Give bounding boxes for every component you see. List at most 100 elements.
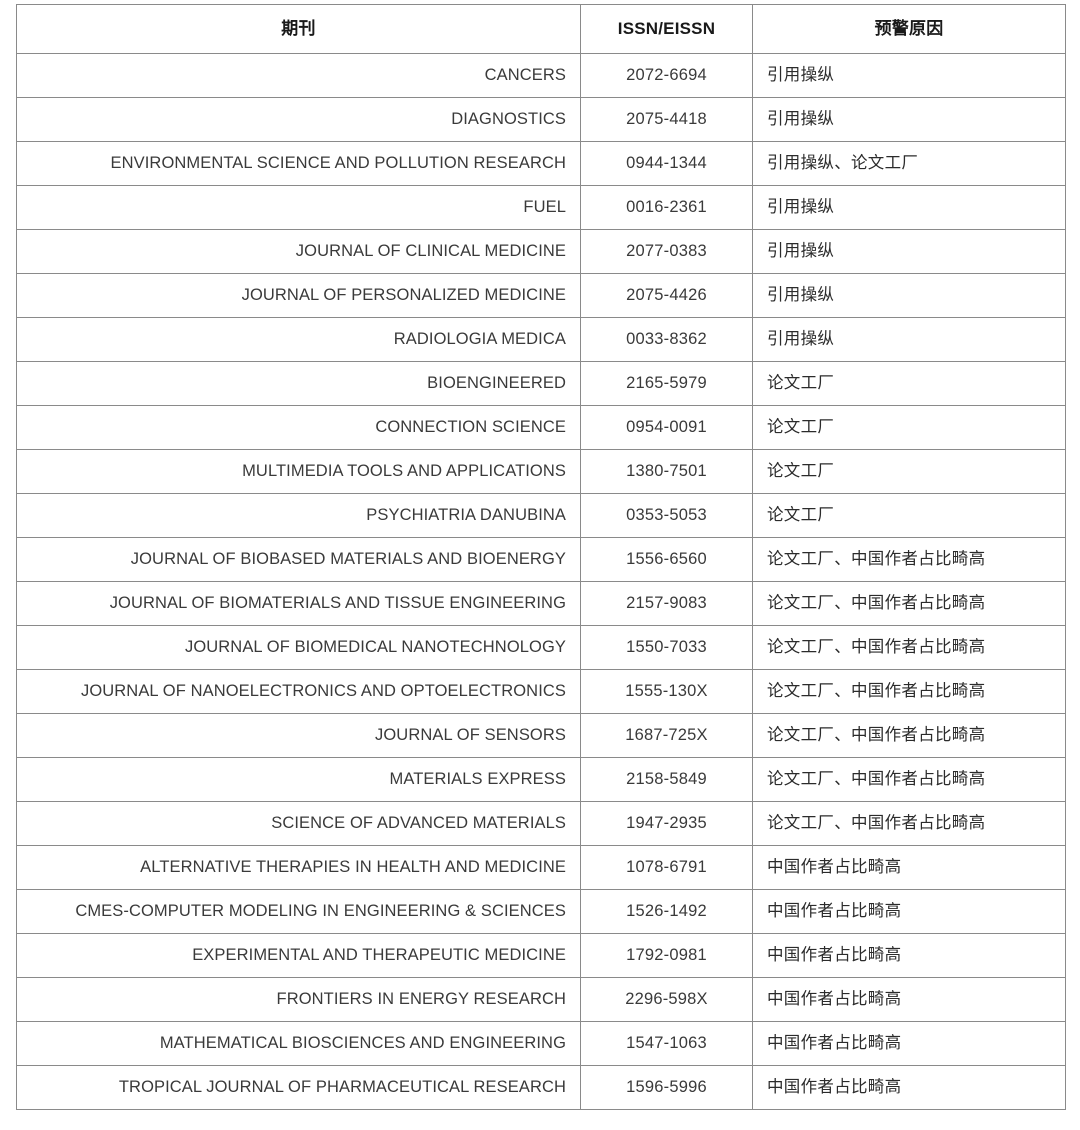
journal-name-cell: MATHEMATICAL BIOSCIENCES AND ENGINEERING [16, 1021, 581, 1066]
table-row: ALTERNATIVE THERAPIES IN HEALTH AND MEDI… [16, 845, 1066, 890]
table-row: JOURNAL OF BIOMEDICAL NANOTECHNOLOGY 1550… [16, 625, 1066, 670]
table-row: MATERIALS EXPRESS 2158-5849 论文工厂、中国作者占比畸高 [16, 757, 1066, 802]
warning-reason-cell: 引用操纵 [752, 229, 1066, 274]
journal-name-cell: ALTERNATIVE THERAPIES IN HEALTH AND MEDI… [16, 845, 581, 890]
warning-reason-cell: 中国作者占比畸高 [752, 1065, 1066, 1110]
warning-reason-cell: 论文工厂、中国作者占比畸高 [752, 625, 1066, 670]
issn-cell: 1526-1492 [580, 889, 753, 934]
table-body: CANCERS 2072-6694 引用操纵 DIAGNOSTICS 2075-4418… [16, 53, 1066, 1110]
journal-name-cell: CANCERS [16, 53, 581, 98]
issn-cell: 1687-725X [580, 713, 753, 758]
warning-reason-cell: 引用操纵 [752, 53, 1066, 98]
warning-reason-cell: 论文工厂、中国作者占比畸高 [752, 581, 1066, 626]
journal-name-cell: EXPERIMENTAL AND THERAPEUTIC MEDICINE [16, 933, 581, 978]
issn-cell: 2075-4418 [580, 97, 753, 142]
warning-reason-cell: 论文工厂 [752, 493, 1066, 538]
issn-cell: 0353-5053 [580, 493, 753, 538]
table-row: SCIENCE OF ADVANCED MATERIALS 1947-2935 论文… [16, 801, 1066, 846]
issn-cell: 1556-6560 [580, 537, 753, 582]
table-row: JOURNAL OF BIOBASED MATERIALS AND BIOENE… [16, 537, 1066, 582]
journal-name-cell: FUEL [16, 185, 581, 230]
journal-name-cell: RADIOLOGIA MEDICA [16, 317, 581, 362]
journal-name-cell: FRONTIERS IN ENERGY RESEARCH [16, 977, 581, 1022]
warning-reason-cell: 论文工厂、中国作者占比畸高 [752, 801, 1066, 846]
column-header-issn: ISSN/EISSN [580, 4, 753, 54]
issn-cell: 2165-5979 [580, 361, 753, 406]
warning-reason-cell: 中国作者占比畸高 [752, 845, 1066, 890]
issn-cell: 0033-8362 [580, 317, 753, 362]
warning-reason-cell: 论文工厂、中国作者占比畸高 [752, 713, 1066, 758]
journal-name-cell: MULTIMEDIA TOOLS AND APPLICATIONS [16, 449, 581, 494]
warning-reason-cell: 引用操纵 [752, 273, 1066, 318]
warning-reason-cell: 论文工厂、中国作者占比畸高 [752, 669, 1066, 714]
warning-reason-cell: 中国作者占比畸高 [752, 889, 1066, 934]
journal-warning-table: 期刊 ISSN/EISSN 预警原因 CANCERS 2072-6694 引用操纵 D… [16, 4, 1066, 1110]
warning-reason-cell: 中国作者占比畸高 [752, 933, 1066, 978]
issn-cell: 2075-4426 [580, 273, 753, 318]
table-row: JOURNAL OF SENSORS 1687-725X 论文工厂、中国作者占比畸高 [16, 713, 1066, 758]
table-row: EXPERIMENTAL AND THERAPEUTIC MEDICINE 179… [16, 933, 1066, 978]
issn-cell: 2072-6694 [580, 53, 753, 98]
journal-name-cell: JOURNAL OF BIOMATERIALS AND TISSUE ENGIN… [16, 581, 581, 626]
warning-reason-cell: 引用操纵 [752, 185, 1066, 230]
warning-reason-cell: 引用操纵 [752, 97, 1066, 142]
journal-name-cell: PSYCHIATRIA DANUBINA [16, 493, 581, 538]
warning-reason-cell: 引用操纵 [752, 317, 1066, 362]
issn-cell: 1550-7033 [580, 625, 753, 670]
issn-cell: 2158-5849 [580, 757, 753, 802]
journal-name-cell: JOURNAL OF SENSORS [16, 713, 581, 758]
issn-cell: 1547-1063 [580, 1021, 753, 1066]
warning-reason-cell: 中国作者占比畸高 [752, 977, 1066, 1022]
issn-cell: 2296-598X [580, 977, 753, 1022]
table-row: BIOENGINEERED 2165-5979 论文工厂 [16, 361, 1066, 406]
warning-reason-cell: 论文工厂、中国作者占比畸高 [752, 757, 1066, 802]
journal-name-cell: ENVIRONMENTAL SCIENCE AND POLLUTION RESE… [16, 141, 581, 186]
journal-name-cell: MATERIALS EXPRESS [16, 757, 581, 802]
warning-reason-cell: 论文工厂 [752, 405, 1066, 450]
warning-reason-cell: 论文工厂、中国作者占比畸高 [752, 537, 1066, 582]
table-row: JOURNAL OF CLINICAL MEDICINE 2077-0383 引用操… [16, 229, 1066, 274]
journal-name-cell: JOURNAL OF BIOBASED MATERIALS AND BIOENE… [16, 537, 581, 582]
journal-name-cell: CMES-COMPUTER MODELING IN ENGINEERING & … [16, 889, 581, 934]
table-row: MATHEMATICAL BIOSCIENCES AND ENGINEERING… [16, 1021, 1066, 1066]
warning-reason-cell: 中国作者占比畸高 [752, 1021, 1066, 1066]
issn-cell: 1380-7501 [580, 449, 753, 494]
table-row: JOURNAL OF PERSONALIZED MEDICINE 2075-442… [16, 273, 1066, 318]
issn-cell: 1555-130X [580, 669, 753, 714]
table-row: CONNECTION SCIENCE 0954-0091 论文工厂 [16, 405, 1066, 450]
table-row: CANCERS 2072-6694 引用操纵 [16, 53, 1066, 98]
issn-cell: 0016-2361 [580, 185, 753, 230]
warning-reason-cell: 论文工厂 [752, 449, 1066, 494]
journal-name-cell: TROPICAL JOURNAL OF PHARMACEUTICAL RESEA… [16, 1065, 581, 1110]
journal-name-cell: JOURNAL OF PERSONALIZED MEDICINE [16, 273, 581, 318]
table-row: FRONTIERS IN ENERGY RESEARCH 2296-598X 中国作… [16, 977, 1066, 1022]
journal-name-cell: CONNECTION SCIENCE [16, 405, 581, 450]
warning-reason-cell: 引用操纵、论文工厂 [752, 141, 1066, 186]
table-row: PSYCHIATRIA DANUBINA 0353-5053 论文工厂 [16, 493, 1066, 538]
table-row: CMES-COMPUTER MODELING IN ENGINEERING & … [16, 889, 1066, 934]
issn-cell: 0944-1344 [580, 141, 753, 186]
table-row: JOURNAL OF BIOMATERIALS AND TISSUE ENGIN… [16, 581, 1066, 626]
issn-cell: 1792-0981 [580, 933, 753, 978]
journal-name-cell: BIOENGINEERED [16, 361, 581, 406]
table-row: RADIOLOGIA MEDICA 0033-8362 引用操纵 [16, 317, 1066, 362]
table-row: JOURNAL OF NANOELECTRONICS AND OPTOELECT… [16, 669, 1066, 714]
issn-cell: 0954-0091 [580, 405, 753, 450]
column-header-reason: 预警原因 [752, 4, 1066, 54]
issn-cell: 1596-5996 [580, 1065, 753, 1110]
journal-name-cell: SCIENCE OF ADVANCED MATERIALS [16, 801, 581, 846]
journal-name-cell: JOURNAL OF BIOMEDICAL NANOTECHNOLOGY [16, 625, 581, 670]
table-row: ENVIRONMENTAL SCIENCE AND POLLUTION RESE… [16, 141, 1066, 186]
journal-name-cell: DIAGNOSTICS [16, 97, 581, 142]
column-header-journal: 期刊 [16, 4, 581, 54]
issn-cell: 1078-6791 [580, 845, 753, 890]
journal-name-cell: JOURNAL OF NANOELECTRONICS AND OPTOELECT… [16, 669, 581, 714]
table-row: MULTIMEDIA TOOLS AND APPLICATIONS 1380-75… [16, 449, 1066, 494]
warning-reason-cell: 论文工厂 [752, 361, 1066, 406]
journal-warning-table-container: 期刊 ISSN/EISSN 预警原因 CANCERS 2072-6694 引用操纵 D… [16, 4, 1066, 1110]
issn-cell: 2077-0383 [580, 229, 753, 274]
table-row: DIAGNOSTICS 2075-4418 引用操纵 [16, 97, 1066, 142]
journal-name-cell: JOURNAL OF CLINICAL MEDICINE [16, 229, 581, 274]
issn-cell: 1947-2935 [580, 801, 753, 846]
